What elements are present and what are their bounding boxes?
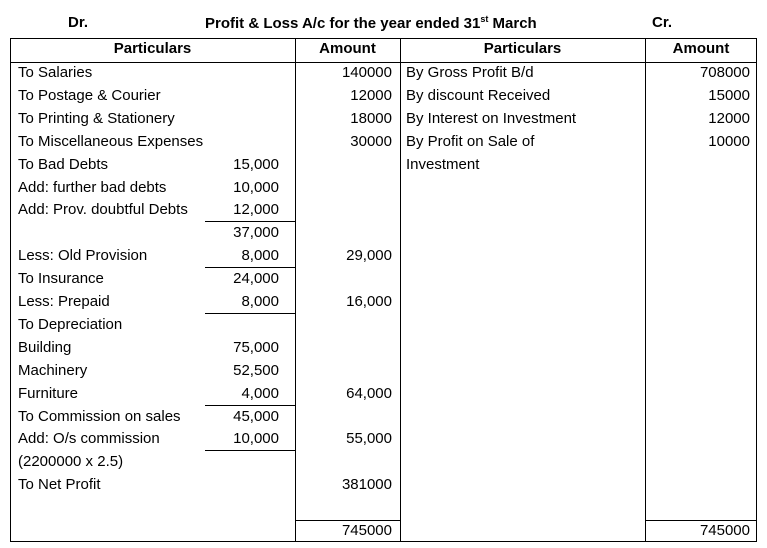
debit-sub-amount: 75,000 [233,338,279,356]
subtotal-line [205,312,295,314]
debit-label: To Salaries [18,64,93,81]
debit-label: To Miscellaneous Expenses [18,132,204,150]
credit-amount: 10000 [708,132,750,150]
debit-label: (2200000 x 2.5) [18,453,124,471]
credit-label: By discount Received [406,86,551,104]
debit-amount: 12000 [350,86,392,104]
credit-label: By Profit on Sale of [406,132,535,150]
debit-label: To Bad Debts [18,155,109,173]
credit-amount: 708000 [699,64,750,81]
debit-label: Add: further bad debts [18,178,167,196]
debit-amount: 30000 [350,132,392,150]
subtotal-line [205,267,295,269]
col-amount-cr: Amount [672,40,730,57]
debit-sub-amount: 45,000 [233,407,279,425]
debit-sub-amount: 37,000 [233,224,279,242]
account-title: Profit & Loss A/c for the year ended 31s… [205,14,537,32]
debit-sub-amount: 10,000 [233,430,279,448]
subtotal-line [205,404,295,406]
subtotal-line [205,221,295,223]
total-line [295,520,400,521]
debit-sub-amount: 4,000 [241,384,279,402]
debit-label: To Printing & Stationery [18,109,175,127]
debit-amount: 29,000 [346,247,392,265]
dr-label: Dr. [68,14,89,31]
debit-label: Furniture [18,384,79,402]
debit-sub-amount: 8,000 [241,293,279,310]
col-amount-dr: Amount [319,40,376,57]
debit-label: Building [18,338,72,356]
credit-label: By Gross Profit B/d [406,64,534,81]
debit-amount: 16,000 [346,293,392,310]
credit-label: By Interest on Investment [406,109,577,127]
debit-sub-amount: 8,000 [241,247,279,265]
col-particulars-cr: Particulars [483,40,562,57]
debit-label: Less: Prepaid [18,293,110,310]
credit-label: Investment [406,155,480,173]
debit-total: 745000 [341,522,392,539]
divider [645,38,646,542]
debit-label: Add: Prov. doubtful Debts [18,201,188,219]
debit-label: Add: O/s commission [18,430,160,448]
debit-label: To Postage & Courier [18,86,161,104]
debit-amount: 18000 [350,109,392,127]
credit-amount: 15000 [708,86,750,104]
total-line [645,520,757,521]
debit-sub-amount: 12,000 [233,201,279,219]
debit-sub-amount: 24,000 [233,270,279,288]
debit-amount: 55,000 [346,430,392,448]
subtotal-line [205,450,295,452]
header-divider [10,62,757,63]
debit-amount: 64,000 [346,384,392,402]
debit-label: Less: Old Provision [18,247,148,265]
debit-label: To Insurance [18,270,104,288]
debit-label: Machinery [18,361,88,379]
debit-amount: 140000 [341,64,392,81]
account-table [10,38,757,542]
debit-amount: 381000 [341,476,392,494]
debit-label: To Depreciation [18,315,123,333]
debit-label: To Commission on sales [18,407,181,425]
credit-total: 745000 [699,522,750,539]
credit-amount: 12000 [708,109,750,127]
debit-sub-amount: 10,000 [233,178,279,196]
debit-sub-amount: 52,500 [233,361,279,379]
divider [400,38,401,542]
cr-label: Cr. [652,14,673,31]
debit-label: To Net Profit [18,476,101,494]
debit-sub-amount: 15,000 [233,155,279,173]
col-particulars-dr: Particulars [113,40,192,57]
divider [295,38,296,542]
